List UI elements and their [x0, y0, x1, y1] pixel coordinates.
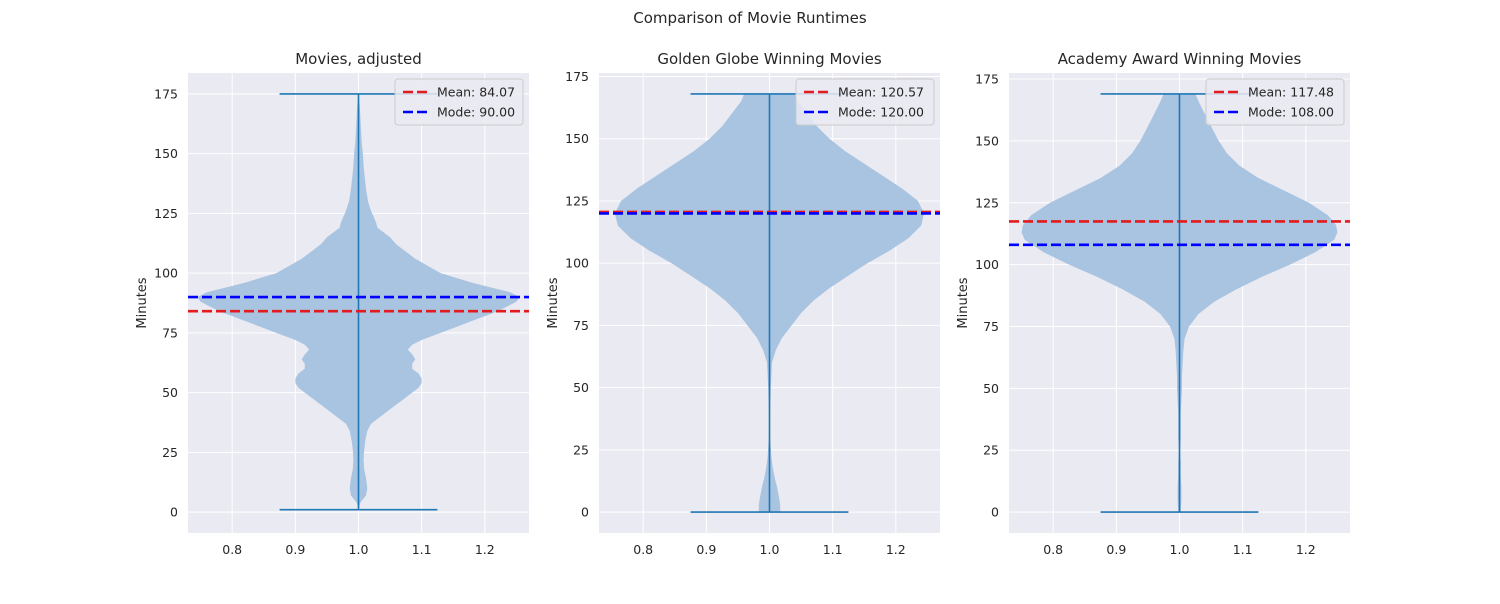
y-axis-label: Minutes	[546, 277, 561, 328]
y-tick-label: 75	[162, 325, 178, 340]
y-tick-label: 25	[983, 443, 999, 458]
y-tick-label: 50	[983, 381, 999, 396]
y-tick-label: 100	[154, 266, 178, 281]
x-tick-label: 1.2	[475, 542, 495, 557]
y-tick-label: 75	[573, 318, 589, 333]
x-tick-label: 1.1	[412, 542, 432, 557]
x-tick-label: 0.8	[1043, 542, 1063, 557]
x-tick-label: 0.9	[696, 542, 716, 557]
legend: Mean: 120.57 Mode: 120.00	[795, 78, 935, 126]
y-tick-label: 50	[573, 380, 589, 395]
legend-box	[795, 78, 935, 126]
x-tick-label: 0.8	[633, 542, 653, 557]
x-tick-label: 1.0	[760, 542, 780, 557]
y-tick-label: 125	[975, 195, 999, 210]
x-tick-label: 0.8	[222, 542, 242, 557]
y-tick-label: 0	[170, 505, 178, 520]
y-tick-label: 100	[565, 256, 589, 271]
x-tick-label: 1.2	[1296, 542, 1316, 557]
x-tick-label: 0.9	[1106, 542, 1126, 557]
y-tick-label: 150	[154, 146, 178, 161]
y-tick-label: 150	[975, 133, 999, 148]
y-tick-label: 175	[154, 86, 178, 101]
legend-label: Mean: 84.07	[437, 85, 515, 100]
x-tick-label: 1.2	[886, 542, 906, 557]
legend-label: Mean: 120.57	[838, 85, 924, 100]
y-tick-label: 175	[565, 69, 589, 84]
x-tick-label: 1.1	[1233, 542, 1253, 557]
legend-label: Mean: 117.48	[1248, 85, 1334, 100]
y-tick-label: 25	[162, 445, 178, 460]
chart-panel-1: 0.8 0.9 1.0 1.1 1.2 0 25 50 75 100 125 150 175 Movies…	[135, 50, 529, 557]
x-tick-label: 1.1	[823, 542, 843, 557]
y-tick-label: 100	[975, 257, 999, 272]
chart-panel-2: 0.8 0.9 1.0 1.1 1.2 0 25 50 75 100 125 150 175 Golden…	[546, 50, 940, 557]
legend-label: Mode: 108.00	[1248, 105, 1334, 120]
y-tick-label: 125	[154, 206, 178, 221]
legend-box	[1205, 78, 1345, 126]
y-tick-label: 0	[581, 505, 589, 520]
legend: Mean: 84.07 Mode: 90.00	[394, 78, 524, 126]
legend-label: Mode: 90.00	[437, 105, 515, 120]
y-tick-label: 175	[975, 72, 999, 87]
y-axis-label: Minutes	[135, 277, 150, 328]
y-tick-label: 75	[983, 319, 999, 334]
panel-title: Golden Globe Winning Movies	[657, 50, 882, 68]
y-axis-label: Minutes	[956, 277, 971, 328]
legend-box	[394, 78, 524, 126]
panel-title: Academy Award Winning Movies	[1058, 50, 1302, 68]
legend: Mean: 117.48 Mode: 108.00	[1205, 78, 1345, 126]
chart-panel-3: 0.8 0.9 1.0 1.1 1.2 0 25 50 75 100 125 150 175 Academ…	[956, 50, 1350, 557]
panel-title: Movies, adjusted	[295, 50, 422, 68]
y-tick-label: 150	[565, 131, 589, 146]
y-tick-label: 0	[991, 505, 999, 520]
y-tick-label: 50	[162, 385, 178, 400]
x-tick-label: 1.0	[1170, 542, 1190, 557]
y-tick-label: 25	[573, 442, 589, 457]
x-tick-label: 0.9	[285, 542, 305, 557]
x-tick-label: 1.0	[349, 542, 369, 557]
figure-title: Comparison of Movie Runtimes	[633, 9, 867, 27]
y-tick-label: 125	[565, 193, 589, 208]
legend-label: Mode: 120.00	[838, 105, 924, 120]
